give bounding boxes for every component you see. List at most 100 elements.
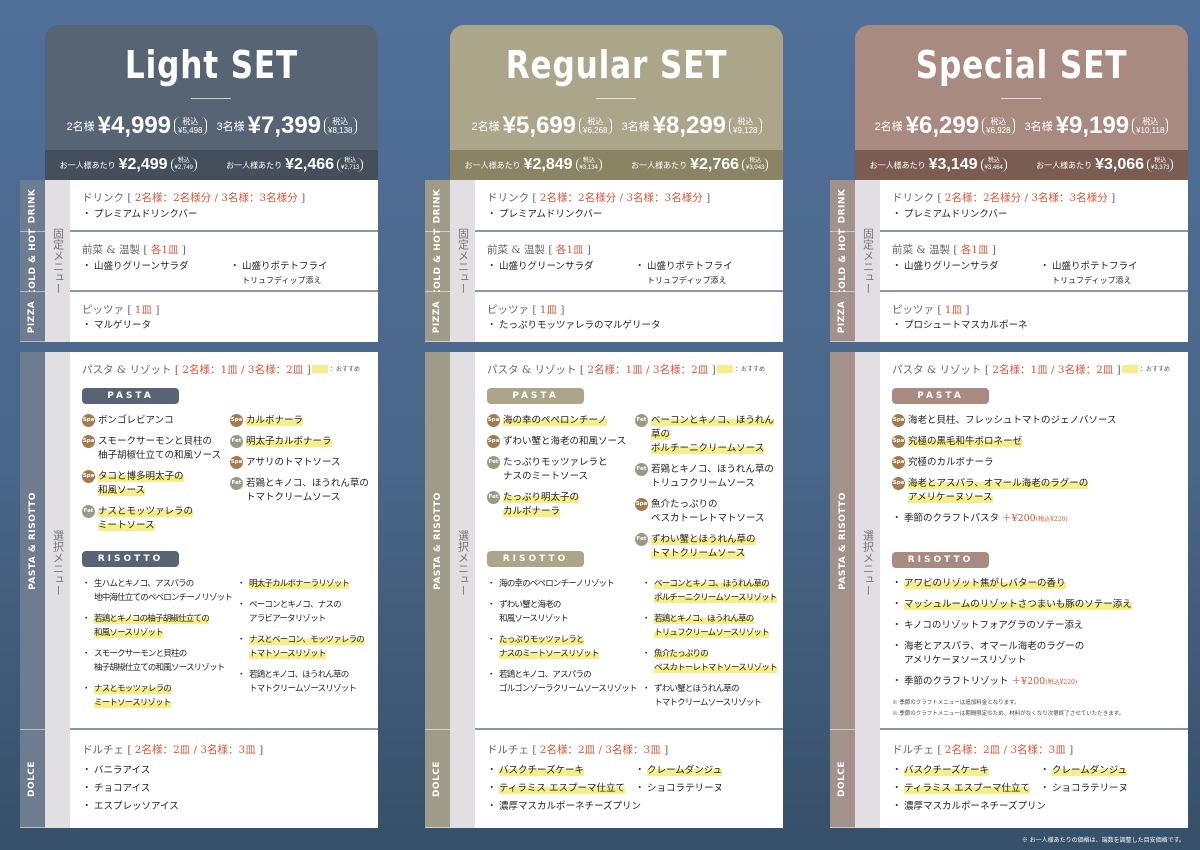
menu-item-name: 明太子カルボナーラ — [246, 436, 332, 447]
fettuccine-badge-icon: Fet — [487, 456, 500, 469]
surcharge-tax: (税込¥220) — [1045, 679, 1078, 686]
dolce-rule: 2名様：2皿 / 3名様：3皿 — [944, 744, 1066, 756]
starter-label: 前菜 & 温製 — [892, 244, 951, 256]
spaghetti-badge-icon: Spa — [892, 477, 905, 490]
price-value: ¥5,699 — [502, 112, 577, 139]
per-person-band: お一人様あたり ¥2,849 税込 ¥3,134 お一人様あたり ¥2,766 税込 ¥3,0… — [450, 150, 783, 180]
drink-bracket-open: [ — [127, 192, 132, 204]
menu-item: 生ハムとキノコ、アスパラの 地中海仕立てのペペロンチーノリゾット — [82, 577, 233, 605]
menu-item-name: 濃厚マスカルポーネチーズプリン — [499, 801, 642, 812]
menu-item-name: バスクチーズケーキ — [904, 765, 990, 776]
price-tax: 税込 ¥8,138 — [324, 117, 357, 135]
menu-item-sub: トリュフディップ添え — [1052, 276, 1132, 285]
drink-label: ドリンク — [82, 192, 124, 204]
menu-item: バスクチーズケーキ — [892, 764, 1046, 778]
starter-label: 前菜 & 温製 — [487, 244, 546, 256]
tab-label: PIZZA — [432, 300, 443, 333]
menu-item: たっぷりモッツァレラのマルゲリータ — [487, 319, 661, 333]
menu-item-name: スモークサーモンと貝柱の 柚子胡椒仕立ての和風ソース — [98, 436, 222, 461]
starter-rule: 各1皿 — [960, 244, 989, 256]
menu-item-name: ずわい蟹とほうれん草の トマトクリームソースリゾット — [654, 684, 762, 708]
pizza-bracket-open: [ — [937, 304, 942, 316]
set-header: Regular SET 2名様 ¥5,699 税込 ¥6,268 3名様 ¥8,299 税込 ¥… — [450, 25, 783, 180]
price-value: ¥8,299 — [652, 112, 727, 139]
tab-label: PIZZA — [837, 300, 848, 333]
price-label: 3名様 — [1024, 121, 1053, 133]
tab-label: DOLCE — [432, 760, 443, 797]
pasta-category-badge: PASTA — [487, 388, 584, 404]
menu-item: プレミアムドリンクバー — [487, 208, 602, 222]
menu-item-name: 魚介たっぷりの ペスカトーレトマトソースリゾット — [654, 649, 778, 673]
spaghetti-badge-icon: Spa — [82, 414, 95, 427]
menu-item-name: 魚介たっぷりの ペスカトーレトマトソース — [651, 499, 765, 524]
risotto-category-badge: RISOTTO — [892, 552, 989, 568]
price-value: ¥6,299 — [905, 112, 980, 139]
per-person-price: お一人様あたり ¥2,849 税込 ¥3,134 — [465, 156, 602, 174]
tax-label: 税込 — [749, 158, 762, 164]
drink-section: ドリンク [ 2名様：2名様分 / 3名様：3名様分 ] プレミアムドリンクバー — [70, 180, 378, 232]
highlight-swatch — [716, 364, 733, 373]
tax-label: 税込 — [990, 117, 1007, 126]
tax-price: ¥8,138 — [328, 126, 353, 135]
menu-item-name: ボンゴレビアンコ — [98, 415, 174, 426]
tab-drink: DRINK — [20, 180, 45, 232]
menu-item-name: たっぷりモッツァレラと ナスのミートソース — [503, 457, 608, 482]
menu-item-name: 海老とアスパラ、オマール海老のラグーの アメリケーヌソースリゾット — [904, 641, 1085, 666]
price-2-people: 2名様 ¥4,999 税込 ¥5,498 — [67, 112, 207, 140]
starter-bracket-open: [ — [548, 244, 553, 256]
set-column-1: Regular SET 2名様 ¥5,699 税込 ¥6,268 3名様 ¥8,299 税込 ¥… — [425, 0, 785, 850]
dolce-rule: 2名様：2皿 / 3名様：3皿 — [134, 744, 256, 756]
fixed-menu-label: 固定メニュー — [51, 228, 65, 294]
menu-item: 若鶏とキノコ、アスパラの ゴルゴンゾーラクリームソースリゾット — [487, 668, 638, 696]
price-label: 3名様 — [621, 121, 650, 133]
starter-section: 前菜 & 温製 [ 各1皿 ] 山盛りグリーンサラダ 山盛りポテトフライトリュフディ… — [475, 232, 783, 292]
pizza-bracket-open: [ — [127, 304, 132, 316]
tax-price: ¥3,043 — [746, 165, 765, 171]
tab-pasta-risotto: PASTA & RISOTTO — [20, 352, 45, 730]
menu-item-name: 若鶏とキノコ、アスパラの ゴルゴンゾーラクリームソースリゾット — [499, 670, 638, 694]
menu-item-name: バスクチーズケーキ — [499, 765, 585, 776]
per-person-tax: 税込 ¥2,749 — [170, 158, 197, 172]
menu-item: プレミアムドリンクバー — [82, 208, 197, 222]
dolce-rule: 2名様：2皿 / 3名様：3皿 — [539, 744, 661, 756]
pasta-risotto-section: パスタ & リゾット [ 2名様：1皿 / 3名様：2皿 ] ：おすすめ PASTA… — [70, 352, 378, 730]
menu-item-name: タコと博多明太子の 和風ソース — [98, 471, 184, 496]
menu-item-name: 海老とアスパラ、オマール海老のラグーの アメリケーヌソース — [908, 478, 1089, 503]
starter-heading: 前菜 & 温製 [ 各1皿 ] — [82, 242, 186, 257]
starter-section: 前菜 & 温製 [ 各1皿 ] 山盛りグリーンサラダ 山盛りポテトフライトリュフディ… — [880, 232, 1188, 292]
pasta-bracket-close: ] — [306, 364, 311, 376]
menu-item: ベーコンとキノコ、ナスの アラビアータリゾット — [237, 598, 364, 626]
per-person-value: ¥3,066 — [1095, 156, 1145, 173]
dolce-label: ドルチェ — [487, 744, 529, 756]
price-tax: 税込 ¥9,128 — [729, 117, 762, 135]
fettuccine-badge-icon: Fet — [487, 491, 500, 504]
pizza-section: ピッツァ [ 1皿 ]マルゲリータ — [70, 292, 378, 342]
per-person-price: お一人様あたり ¥2,766 税込 ¥3,043 — [631, 156, 769, 174]
pasta-label: パスタ & リゾット — [892, 364, 982, 376]
tax-price: ¥9,128 — [733, 126, 758, 135]
menu-item-name: 山盛りグリーンサラダ — [904, 261, 999, 272]
pasta-heading: パスタ & リゾット [ 2名様：1皿 / 3名様：2皿 ] — [487, 362, 716, 377]
menu-item-name: バニラアイス — [94, 765, 151, 776]
tax-label: 税込 — [182, 117, 199, 126]
menu-item: Spa スモークサーモンと貝柱の 柚子胡椒仕立ての和風ソース — [82, 435, 221, 463]
menu-item: Spa 究極のカルボナーラ — [892, 456, 1117, 470]
menu-item: 明太子カルボナーラリゾット — [237, 577, 364, 591]
menu-item-name: ベーコンとキノコ、ほうれん草の ポルチーニクリームソースリゾット — [654, 579, 777, 603]
legend-label: ：おすすめ — [1139, 366, 1170, 373]
per-person-label: お一人様あたり — [1036, 160, 1093, 170]
pizza-rule: 1皿 — [134, 304, 152, 316]
starter-bracket-close: ] — [586, 244, 591, 256]
legend-label: ：おすすめ — [734, 366, 765, 373]
recommended-legend: ：おすすめ — [311, 364, 360, 373]
menu-item: チョコアイス — [82, 782, 179, 796]
menu-item: ショコラテリーヌ — [635, 782, 723, 796]
price-3-people: 3名様 ¥9,199 税込 ¥10,118 — [1025, 112, 1169, 140]
menu-item: Spa 海の幸のペペロンチーノ — [487, 414, 626, 428]
title-divider — [1001, 98, 1041, 99]
menu-item: エスプレッソアイス — [82, 800, 179, 814]
dolce-section: ドルチェ [ 2名様：2皿 / 3名様：3皿 ] バニラアイスチョコアイスエスプレ… — [70, 730, 378, 828]
menu-item-name: ナスとベーコン、モッツァレラの トマトソースリゾット — [249, 635, 365, 659]
menu-item: 魚介たっぷりの ペスカトーレトマトソースリゾット — [642, 647, 778, 675]
